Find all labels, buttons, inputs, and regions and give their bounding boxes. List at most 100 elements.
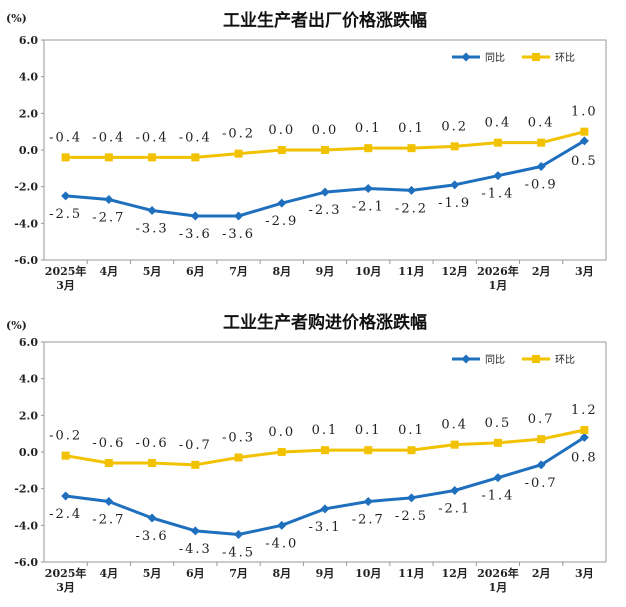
chart-title: 工业生产者购进价格涨跌幅 bbox=[223, 312, 427, 333]
data-label: -3.6 bbox=[222, 227, 255, 242]
x-tick-label: 12月 bbox=[442, 567, 468, 580]
data-label: 0.5 bbox=[571, 154, 598, 169]
data-point bbox=[364, 446, 373, 455]
data-label: -0.6 bbox=[136, 436, 169, 451]
x-tick-label: 2月 bbox=[532, 567, 551, 580]
data-label: -0.4 bbox=[136, 130, 169, 145]
y-tick-label: 6.0 bbox=[19, 336, 38, 349]
y-tick-label: 2.0 bbox=[19, 409, 38, 422]
data-label: 0.4 bbox=[441, 418, 468, 433]
data-label: 0.1 bbox=[355, 121, 382, 136]
x-tick-label: 2026年 bbox=[477, 566, 519, 580]
data-label: 0.2 bbox=[441, 119, 468, 134]
data-point bbox=[321, 446, 329, 455]
data-point bbox=[536, 460, 546, 470]
data-label: 0.1 bbox=[312, 423, 339, 438]
data-label: 0.4 bbox=[485, 116, 512, 131]
data-label: -2.4 bbox=[49, 507, 82, 522]
data-point bbox=[234, 149, 243, 158]
data-point bbox=[364, 144, 373, 153]
x-tick-label: 8月 bbox=[272, 265, 291, 278]
data-label: -1.4 bbox=[481, 187, 514, 202]
data-point bbox=[320, 504, 330, 514]
data-point bbox=[579, 432, 589, 442]
data-label: -2.1 bbox=[352, 200, 385, 215]
data-label: -0.7 bbox=[525, 476, 558, 491]
data-label: -2.9 bbox=[265, 214, 298, 229]
data-point bbox=[104, 153, 113, 162]
x-tick-label: 12月 bbox=[442, 265, 468, 278]
legend-label: 环比 bbox=[555, 52, 575, 64]
x-tick-label: 5月 bbox=[143, 567, 162, 580]
data-point bbox=[407, 144, 416, 153]
data-point bbox=[104, 195, 114, 204]
data-label: -0.4 bbox=[92, 130, 125, 145]
data-label: 0.4 bbox=[528, 116, 555, 131]
data-point bbox=[450, 486, 460, 495]
y-tick-label: -6.0 bbox=[14, 556, 38, 569]
x-tick-label: 10月 bbox=[355, 567, 381, 580]
data-point bbox=[450, 142, 459, 151]
data-point bbox=[234, 453, 243, 462]
data-point bbox=[61, 153, 70, 162]
chart-2: 工业生产者购进价格涨跌幅 (%) -6.0 -4.0 -2.0 0.0 2.0 4.0 6.0 2… bbox=[6, 312, 607, 594]
x-tick-label: 2025年 bbox=[45, 264, 87, 278]
data-label: 0.5 bbox=[485, 416, 512, 431]
data-label: 0.1 bbox=[398, 121, 425, 136]
x-tick-label: 2026年 bbox=[477, 264, 519, 278]
data-point bbox=[277, 146, 286, 154]
data-point bbox=[579, 136, 589, 146]
data-point bbox=[191, 460, 200, 469]
data-label: 0.0 bbox=[268, 123, 295, 138]
y-tick-label: 6.0 bbox=[19, 34, 38, 47]
data-label: -3.1 bbox=[308, 520, 341, 535]
x-tick-label: 5月 bbox=[143, 265, 162, 278]
data-label: -3.6 bbox=[136, 529, 169, 544]
x-tick-label: 4月 bbox=[100, 567, 119, 580]
legend-marker bbox=[532, 355, 540, 363]
data-label: -2.3 bbox=[308, 203, 341, 218]
x-tick-label: 2025年 bbox=[45, 566, 87, 580]
data-point bbox=[580, 127, 589, 136]
data-point bbox=[234, 530, 244, 539]
data-label: -4.3 bbox=[179, 542, 212, 557]
data-label: -2.2 bbox=[395, 201, 428, 216]
data-point bbox=[277, 448, 286, 456]
data-label: -4.0 bbox=[265, 536, 298, 551]
data-label: -2.5 bbox=[395, 509, 428, 524]
data-point bbox=[61, 191, 71, 201]
data-point bbox=[363, 184, 373, 193]
data-label: -1.9 bbox=[438, 196, 471, 211]
x-tick-label: 6月 bbox=[186, 567, 205, 580]
data-point bbox=[493, 171, 503, 181]
x-tick-label: 9月 bbox=[316, 567, 335, 580]
x-tick-label: 6月 bbox=[186, 265, 205, 278]
data-point bbox=[277, 520, 287, 530]
data-point bbox=[493, 138, 502, 147]
legend-marker bbox=[532, 53, 540, 61]
legend-label: 同比 bbox=[485, 354, 505, 366]
x-tick-label: 10月 bbox=[355, 265, 381, 278]
data-point bbox=[190, 526, 200, 536]
data-label: -3.6 bbox=[179, 227, 212, 242]
y-unit-label: (%) bbox=[6, 319, 27, 332]
x-tick-label: 8月 bbox=[272, 567, 291, 580]
data-point bbox=[104, 497, 114, 506]
data-point bbox=[407, 446, 416, 455]
data-label: -0.4 bbox=[49, 130, 82, 145]
data-label: 1.0 bbox=[571, 105, 598, 120]
data-label: -2.5 bbox=[49, 207, 82, 222]
data-point bbox=[147, 206, 157, 215]
data-point bbox=[406, 493, 416, 503]
data-point bbox=[147, 513, 157, 523]
data-point bbox=[148, 153, 157, 162]
data-label: -0.3 bbox=[222, 431, 255, 446]
data-point bbox=[363, 497, 373, 506]
legend-marker bbox=[461, 354, 471, 364]
data-point bbox=[537, 138, 546, 147]
data-point bbox=[277, 198, 287, 208]
data-point bbox=[321, 146, 329, 154]
data-label: -2.7 bbox=[92, 211, 125, 226]
data-point bbox=[191, 153, 200, 162]
